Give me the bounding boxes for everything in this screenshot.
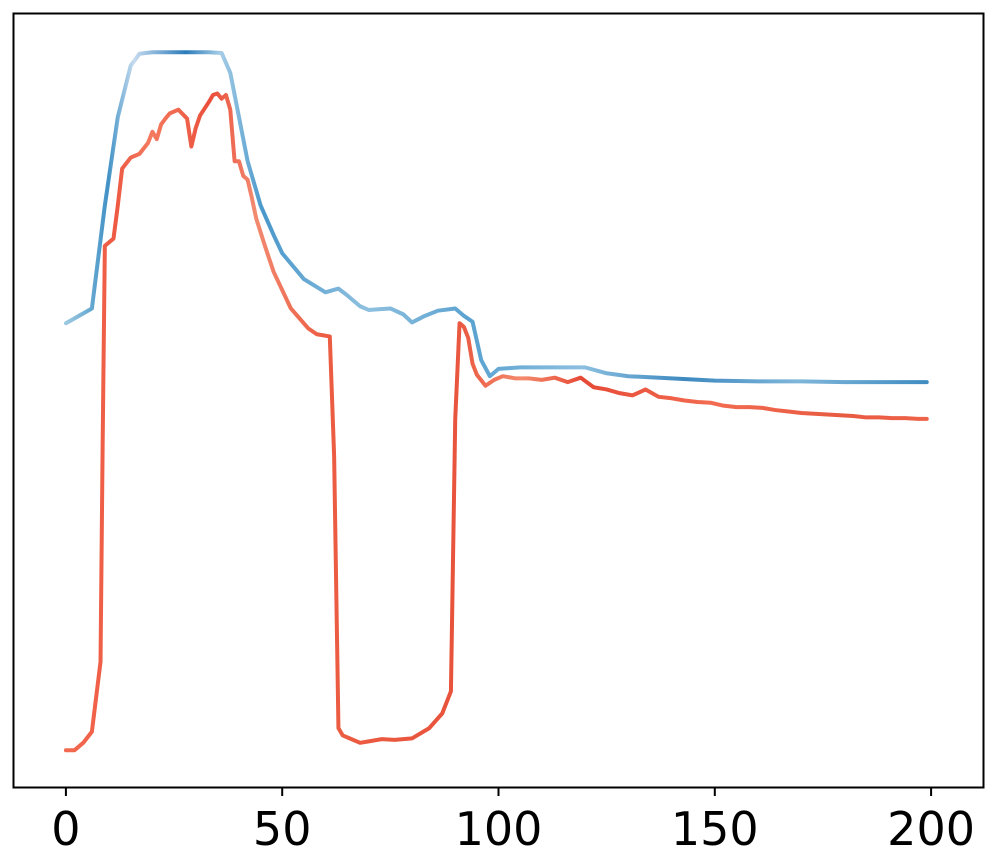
series-line-2 [63, 91, 929, 753]
series-layer [63, 50, 929, 753]
x-tick-label: 150 [671, 802, 759, 856]
x-tick-label: 100 [455, 802, 543, 856]
plot-frame [12, 12, 985, 789]
x-tick-label: 50 [253, 802, 312, 856]
x-axis: 0 50 100 150 200 [51, 787, 975, 856]
series-line-1 [63, 50, 929, 385]
x-tick-label: 0 [51, 802, 80, 856]
x-tick-label: 200 [887, 802, 975, 856]
